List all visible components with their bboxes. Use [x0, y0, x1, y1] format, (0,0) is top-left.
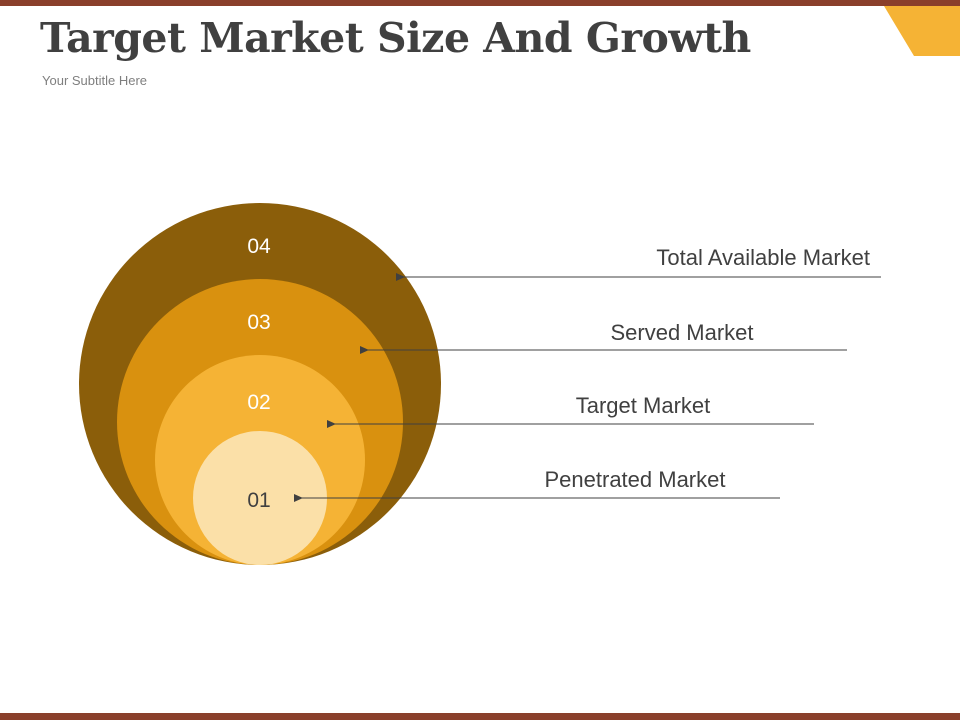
top-border-bar	[0, 0, 960, 6]
bottom-border-bar	[0, 713, 960, 720]
label-target-market: Target Market	[576, 393, 711, 418]
corner-accent-shape	[884, 6, 960, 56]
ring-number-03: 03	[247, 311, 270, 334]
ring-number-01: 01	[247, 489, 270, 512]
label-served-market: Served Market	[610, 320, 753, 345]
page-title: Target Market Size And Growth	[40, 14, 751, 62]
ring-number-04: 04	[247, 235, 271, 258]
label-total-available-market: Total Available Market	[656, 245, 870, 270]
ring-01-penetrated-market	[193, 431, 327, 565]
page-subtitle: Your Subtitle Here	[42, 73, 148, 88]
label-penetrated-market: Penetrated Market	[545, 467, 726, 492]
ring-number-02: 02	[247, 391, 270, 414]
